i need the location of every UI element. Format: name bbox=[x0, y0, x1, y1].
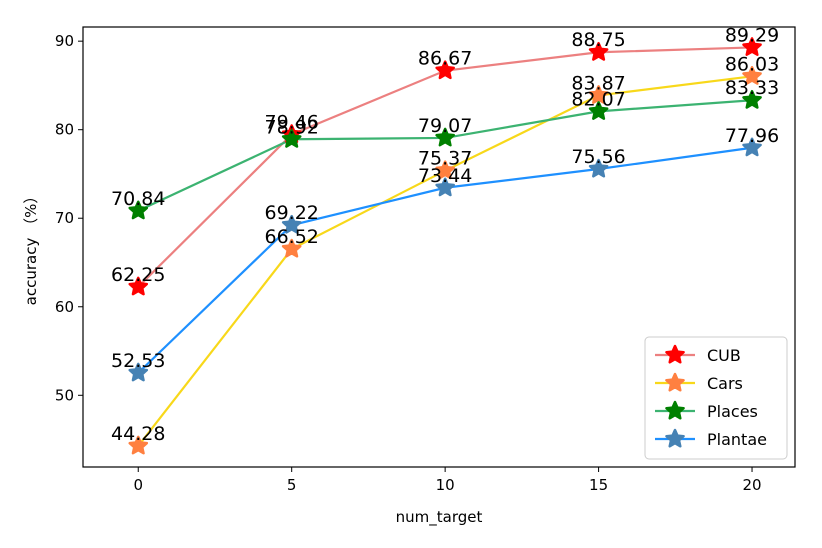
x-tick-label: 5 bbox=[287, 476, 297, 494]
data-label: 83.87 bbox=[571, 72, 625, 94]
data-label: 86.03 bbox=[725, 53, 779, 75]
data-label: 52.53 bbox=[111, 350, 165, 372]
legend: CUB Cars Places Plantae bbox=[644, 336, 788, 460]
point-marker-cars bbox=[281, 238, 302, 258]
legend-marker-cub bbox=[665, 344, 685, 364]
data-label: 78.92 bbox=[264, 116, 318, 138]
y-axis-label: accuracy （%） bbox=[22, 189, 40, 306]
point-marker-places bbox=[588, 101, 609, 120]
data-label: 73.44 bbox=[418, 165, 472, 187]
legend-marker-places bbox=[665, 400, 685, 420]
legend-marker-plantae bbox=[665, 428, 685, 448]
point-marker-cars bbox=[742, 66, 762, 85]
data-label: 86.67 bbox=[418, 48, 472, 70]
data-label: 89.29 bbox=[725, 24, 779, 46]
point-marker-plantae bbox=[281, 214, 302, 234]
y-tick-label: 50 bbox=[55, 386, 74, 404]
axis-ticks: 0 5 10 15 20 50 60 70 80 90 bbox=[55, 32, 762, 494]
x-axis-label: num_target bbox=[396, 508, 483, 527]
point-marker-cub bbox=[742, 37, 762, 56]
point-marker-places bbox=[742, 89, 762, 109]
y-tick-label: 90 bbox=[55, 32, 74, 50]
point-marker-cars bbox=[435, 160, 455, 180]
point-marker-cars bbox=[128, 435, 149, 455]
legend-marker-cars bbox=[665, 372, 685, 392]
legend-label-cars: Cars bbox=[707, 374, 743, 393]
legend-label-plantae: Plantae bbox=[707, 430, 767, 449]
point-marker-cars bbox=[588, 85, 609, 104]
legend-label-places: Places bbox=[707, 402, 758, 421]
data-label: 66.52 bbox=[264, 226, 318, 248]
data-label: 83.33 bbox=[725, 77, 779, 99]
point-marker-cub bbox=[435, 60, 455, 80]
data-label: 77.96 bbox=[725, 125, 779, 147]
point-marker-places bbox=[435, 127, 455, 147]
point-marker-cub bbox=[128, 276, 149, 296]
x-tick-label: 20 bbox=[742, 476, 761, 494]
y-tick-label: 60 bbox=[55, 298, 74, 316]
legend-label-cub: CUB bbox=[707, 346, 741, 365]
data-label: 75.37 bbox=[418, 148, 472, 170]
axes-frame bbox=[82, 26, 796, 468]
point-marker-places bbox=[281, 129, 302, 148]
point-marker-places bbox=[128, 200, 149, 220]
point-marker-plantae bbox=[588, 158, 609, 178]
y-tick-label: 80 bbox=[55, 121, 74, 139]
data-label: 75.56 bbox=[571, 146, 625, 168]
point-marker-cub bbox=[588, 41, 609, 61]
data-label: 88.75 bbox=[571, 29, 625, 51]
data-label: 79.07 bbox=[418, 115, 472, 137]
point-marker-plantae bbox=[742, 137, 762, 157]
data-label: 70.84 bbox=[111, 188, 165, 210]
data-label: 82.07 bbox=[571, 88, 625, 110]
x-tick-label: 0 bbox=[133, 476, 143, 494]
data-label: 79.46 bbox=[264, 111, 318, 133]
x-tick-label: 10 bbox=[436, 476, 455, 494]
data-label: 69.22 bbox=[264, 202, 318, 224]
point-marker-plantae bbox=[128, 362, 149, 382]
data-label: 62.25 bbox=[111, 264, 165, 286]
legend-box bbox=[644, 336, 788, 460]
x-tick-label: 15 bbox=[589, 476, 608, 494]
y-tick-label: 70 bbox=[55, 209, 74, 227]
plot-content: 62.25 79.46 86.67 88.75 89.29 44.28 66.52 75.37… bbox=[111, 24, 779, 455]
point-marker-plantae bbox=[435, 177, 455, 197]
data-label: 44.28 bbox=[111, 423, 165, 445]
